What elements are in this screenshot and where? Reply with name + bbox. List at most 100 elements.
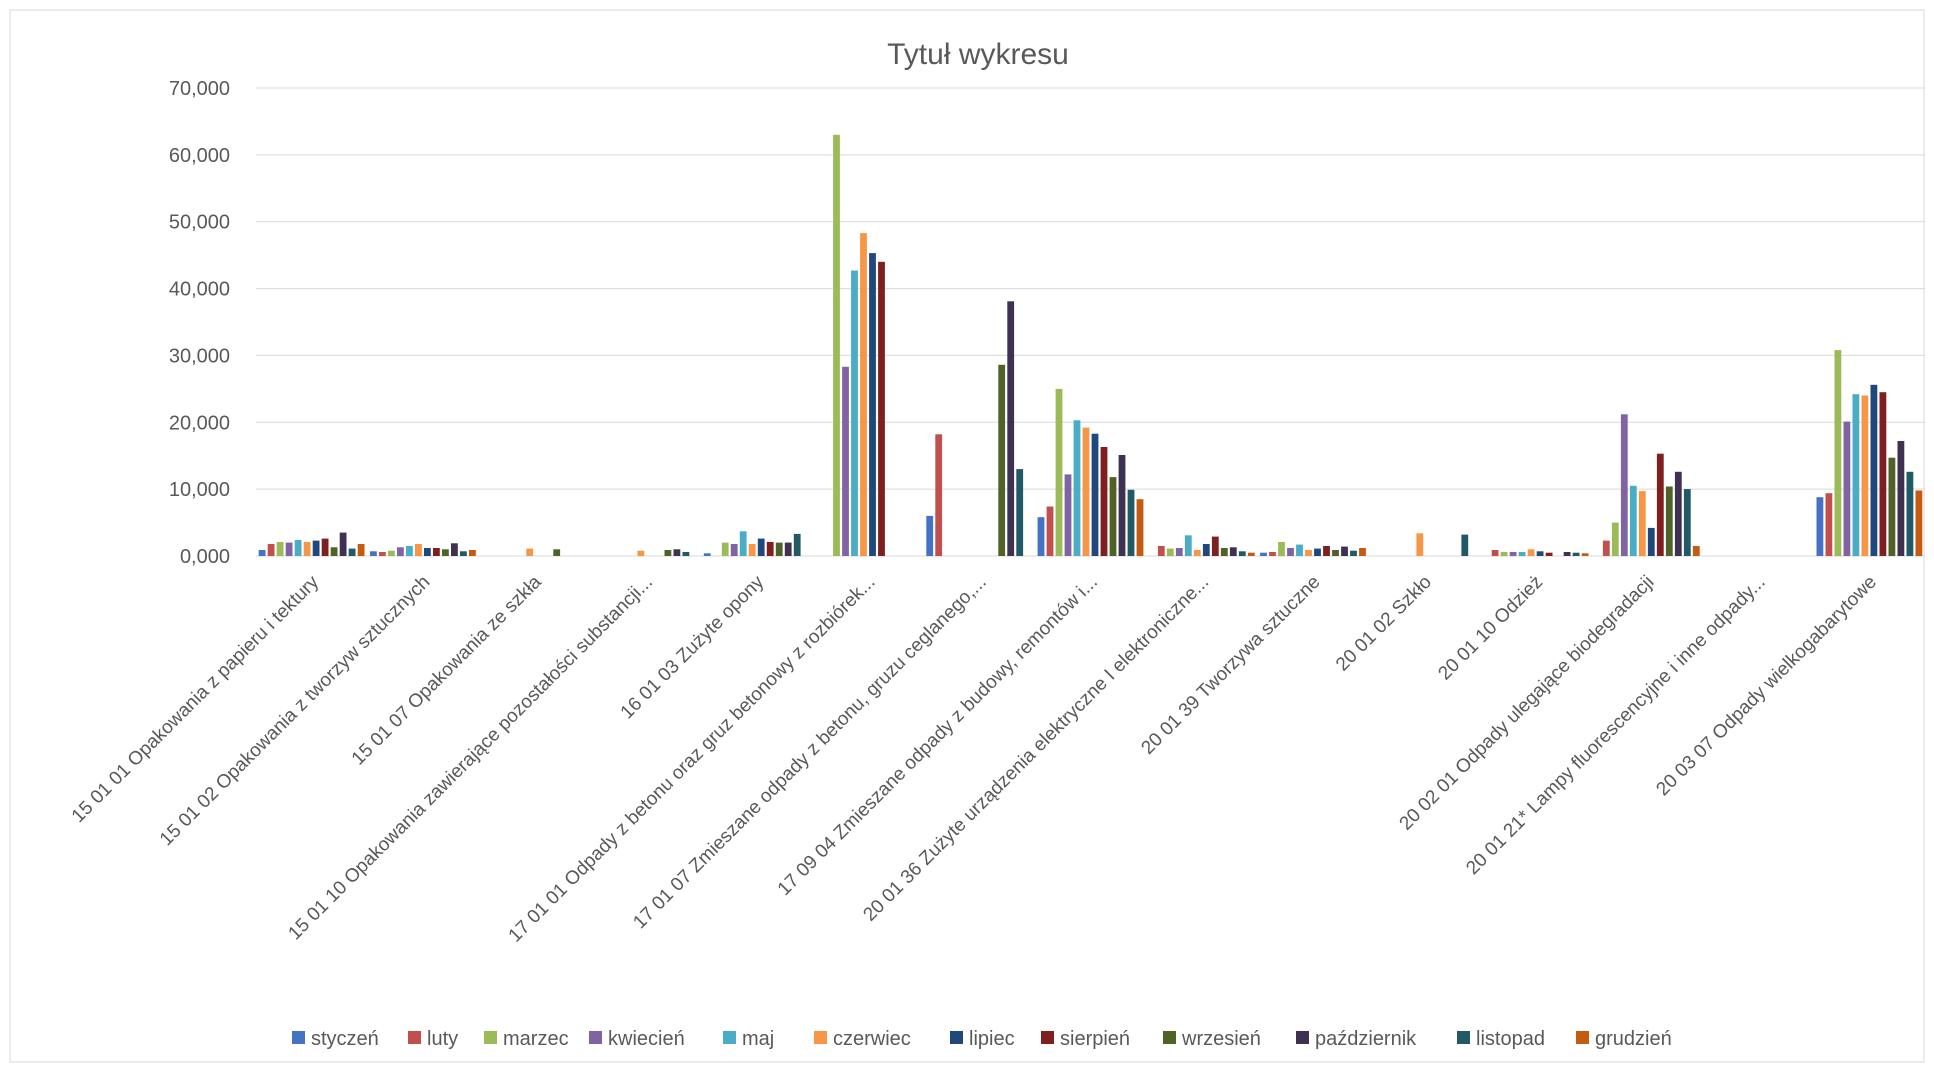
bars xyxy=(258,134,1923,557)
bar xyxy=(469,550,476,556)
bar xyxy=(1816,497,1824,556)
bar xyxy=(1269,552,1276,556)
bar xyxy=(415,544,422,556)
bar xyxy=(433,548,440,556)
bar xyxy=(1563,552,1571,556)
bar xyxy=(739,531,747,556)
bar xyxy=(1915,490,1923,556)
bar xyxy=(1843,421,1851,556)
bar xyxy=(1870,384,1878,556)
bar xyxy=(935,434,943,556)
bar xyxy=(766,542,774,556)
bar xyxy=(312,540,320,556)
chart-border xyxy=(9,9,1925,1063)
bar xyxy=(851,270,858,556)
y-tick-label: 40,000 xyxy=(169,279,230,301)
bar xyxy=(784,542,792,556)
bar xyxy=(637,550,645,556)
bar xyxy=(1211,536,1219,556)
bar xyxy=(721,542,729,556)
bar xyxy=(1046,506,1054,556)
bar xyxy=(339,532,347,556)
bar xyxy=(1296,544,1303,556)
bar xyxy=(1305,550,1312,556)
bar xyxy=(998,364,1006,556)
legend-label: lipiec xyxy=(969,1028,1015,1050)
bar xyxy=(258,550,266,556)
bar xyxy=(276,542,284,556)
legend-label: grudzień xyxy=(1595,1028,1672,1050)
bar xyxy=(1332,550,1339,556)
bar xyxy=(664,550,672,556)
bar xyxy=(1016,469,1024,556)
bar xyxy=(285,542,293,556)
bar xyxy=(1545,552,1553,556)
bar xyxy=(1416,533,1424,556)
bar xyxy=(1879,392,1887,556)
bar xyxy=(1629,485,1637,556)
chart-title: Tytuł wykresu xyxy=(887,38,1069,71)
bar xyxy=(1683,489,1691,556)
legend-label: styczeń xyxy=(311,1028,379,1050)
y-tick-label: 30,000 xyxy=(169,345,230,367)
bar xyxy=(460,551,467,556)
bar xyxy=(1175,548,1183,556)
bar xyxy=(1082,427,1090,556)
y-tick-label: 60,000 xyxy=(169,145,230,167)
bar xyxy=(424,548,431,556)
bar xyxy=(1100,447,1108,556)
bar xyxy=(294,540,302,556)
bar xyxy=(303,542,311,556)
bar xyxy=(748,544,756,556)
bar xyxy=(1518,552,1526,556)
y-tick-label: 50,000 xyxy=(169,212,230,234)
bar xyxy=(1007,301,1015,556)
bar xyxy=(1064,474,1072,556)
bar xyxy=(348,548,356,556)
bar xyxy=(1906,471,1914,556)
bar xyxy=(1620,414,1628,556)
bar xyxy=(1037,517,1045,556)
bar xyxy=(388,550,395,556)
bar xyxy=(1536,551,1544,556)
bar xyxy=(775,542,783,556)
bar xyxy=(1359,548,1366,556)
bar xyxy=(682,552,690,556)
bar xyxy=(673,549,681,556)
legend-swatch xyxy=(589,1031,602,1044)
legend-label: listopad xyxy=(1476,1028,1545,1050)
legend-label: wrzesień xyxy=(1181,1028,1261,1050)
bar xyxy=(869,253,876,556)
legend-swatch xyxy=(723,1031,736,1044)
bar xyxy=(1665,486,1673,556)
bar xyxy=(1278,542,1285,556)
bar xyxy=(1229,547,1237,556)
y-tick-label: 10,000 xyxy=(169,479,230,501)
legend-label: październik xyxy=(1315,1028,1417,1050)
bar xyxy=(1491,550,1499,556)
bar xyxy=(451,543,458,556)
legend-swatch xyxy=(1576,1031,1589,1044)
legend-swatch xyxy=(814,1031,827,1044)
bar xyxy=(833,134,840,557)
bar xyxy=(1202,544,1210,556)
bar xyxy=(1157,546,1165,556)
bar xyxy=(1647,527,1655,556)
bar xyxy=(406,546,413,556)
bar xyxy=(370,551,377,556)
legend-label: marzec xyxy=(503,1028,569,1050)
bar xyxy=(1166,548,1174,556)
bar xyxy=(397,547,404,556)
bar xyxy=(1314,548,1321,556)
bar xyxy=(1527,549,1535,556)
bar xyxy=(1500,552,1508,556)
bar xyxy=(1055,388,1063,556)
bar xyxy=(878,261,885,556)
bar xyxy=(1461,534,1469,556)
bar xyxy=(1247,552,1255,556)
bar xyxy=(1341,546,1348,556)
bar xyxy=(757,538,765,556)
bar xyxy=(1509,552,1517,556)
bar xyxy=(1611,522,1619,556)
bar xyxy=(1287,548,1294,556)
